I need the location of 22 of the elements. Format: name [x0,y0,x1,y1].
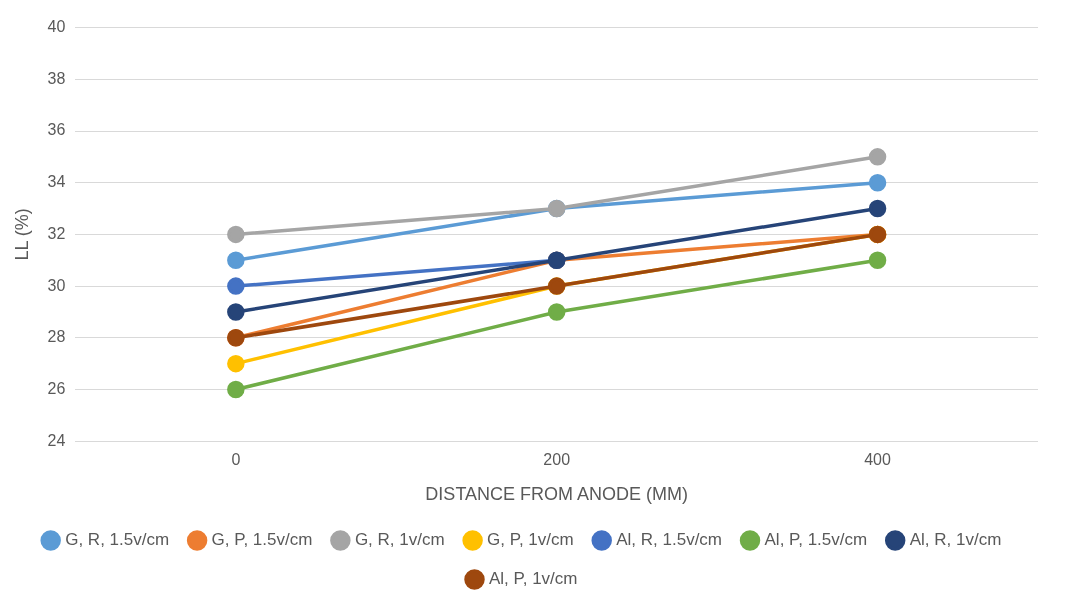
x-tick-label: 400 [864,451,892,469]
y-tick-label: 30 [47,276,66,294]
legend-label: G, R, 1v/cm [354,530,445,550]
y-tick-label: 26 [47,379,66,397]
legend-label: Al, P, 1v/cm [489,569,578,589]
y-tick-label: 34 [47,173,66,191]
legend-label: Al, R, 1.5v/cm [616,530,723,550]
legend-label: Al, P, 1.5v/cm [764,530,868,550]
legend-label: G, R, 1.5v/cm [65,530,170,550]
legend-label: G, P, 1v/cm [487,530,574,550]
y-tick-label: 38 [47,69,66,87]
y-tick-label: 40 [47,18,66,36]
x-axis-title: DISTANCE FROM ANODE (MM) [425,484,689,505]
y-tick-label: 36 [47,121,66,139]
y-tick-label: 32 [47,224,66,242]
legend-label: G, P, 1.5v/cm [211,530,313,550]
x-tick-label: 200 [543,451,571,469]
y-axis-title: LL (%) [11,208,32,261]
y-tick-label: 28 [47,328,66,346]
legend-label: Al, R, 1v/cm [909,530,1002,550]
x-tick-label: 0 [231,451,241,469]
y-tick-label: 24 [47,431,66,449]
